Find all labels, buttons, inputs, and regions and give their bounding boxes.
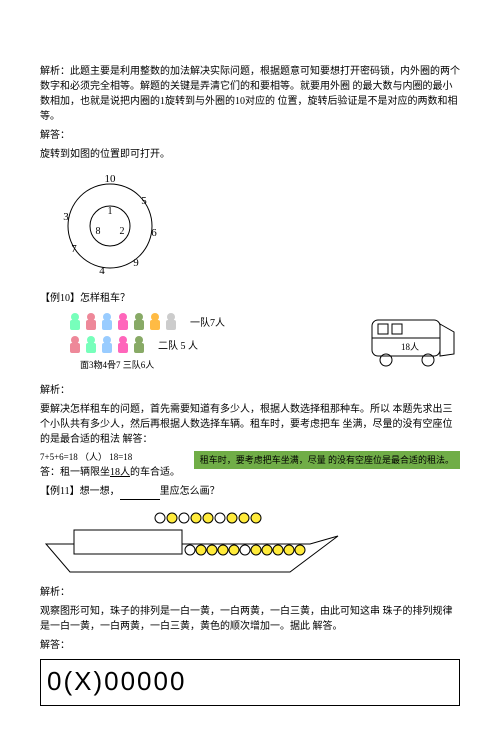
kid-icon <box>100 313 114 333</box>
blank-underline <box>120 484 160 500</box>
example-10-title: 【例10】怎样租车？ <box>40 291 460 306</box>
kid-icon <box>84 336 98 356</box>
calc-text: 7+5+6=18 （人） 18=18 <box>40 451 188 465</box>
bus-figure: 18人 <box>370 314 460 375</box>
conclusion-suffix: 的车合适。 <box>130 467 180 478</box>
team3-label: 面3粅4骨7 三队6人 <box>80 359 366 373</box>
conclusion-line: 答：租一辆限坐18人的车合适。 <box>40 465 188 480</box>
answer-label-1: 解答： <box>40 128 460 143</box>
beads-svg <box>40 504 340 576</box>
dial-n9: 9 <box>133 257 139 269</box>
green-tip: 租车时，要考虑把车坐满，尽量 的没有空座位是最合适的租法。 <box>194 451 460 469</box>
ex11-prefix: 【例11】想一想， <box>40 486 120 497</box>
dial-n4: 4 <box>99 265 105 277</box>
kid-icon <box>84 313 98 333</box>
dial-figure: 10 5 6 9 4 7 3 1 2 8 <box>50 168 460 283</box>
team2-label: 二队 5 人 <box>158 339 198 354</box>
dial-svg: 10 5 6 9 4 7 3 1 2 8 <box>50 168 170 278</box>
team1-line: 一队7人 <box>68 313 366 333</box>
kid-icon <box>68 336 82 356</box>
kid-icon <box>132 336 146 356</box>
dial-n5: 5 <box>141 195 147 207</box>
conclusion-prefix: 答：租一辆限坐 <box>40 467 110 478</box>
kid-icon <box>116 313 130 333</box>
answer-label-2: 解答： <box>40 638 460 653</box>
conclusion-num: 18人 <box>110 467 130 478</box>
rent-row: 一队7人 二队 5 人 面3粅4骨7 三队6人 18人 <box>40 310 460 375</box>
dial-n7: 7 <box>71 243 77 255</box>
dial-n3: 3 <box>63 211 69 223</box>
analysis-3: 观察图形可知，珠子的排列是一白一黄，一白两黄，一白三黄，由此可知这串 珠子的排列… <box>40 604 460 634</box>
kid-icon <box>68 313 82 333</box>
calc-row: 7+5+6=18 （人） 18=18 答：租一辆限坐18人的车合适。 租车时，要… <box>40 451 460 480</box>
analysis-2: 要解决怎样租车的问题，首先需要知道有多少人，根据人数选择租那种车。所以 本题先求… <box>40 402 460 447</box>
dial-i8: 8 <box>96 226 101 237</box>
bus-capacity: 18人 <box>401 342 419 352</box>
example-11-title: 【例11】想一想， 里应怎么画？ <box>40 484 460 500</box>
analysis-1: 解析：此题主要是利用整数的加法解决实际问题，根据题意可知要想打开密码锁，内外圈的… <box>40 64 460 124</box>
dial-n6: 6 <box>151 227 157 239</box>
analysis-3-label: 解析： <box>40 585 460 600</box>
team2-line: 二队 5 人 <box>68 336 366 356</box>
analysis-2-label: 解析： <box>40 383 460 398</box>
team1-label: 一队7人 <box>190 316 225 331</box>
dial-i2: 2 <box>120 226 125 237</box>
bus-svg: 18人 <box>370 314 460 370</box>
kid-icon <box>148 313 162 333</box>
rotate-text: 旋转到如图的位置即可打开。 <box>40 147 460 162</box>
kid-icon <box>164 313 178 333</box>
kid-icon <box>100 336 114 356</box>
kid-icon <box>116 336 130 356</box>
beads-figure <box>40 504 460 581</box>
ex11-suffix: 里应怎么画？ <box>160 486 220 497</box>
dial-i1: 1 <box>108 206 113 217</box>
final-answer-box: 0(X)00000 <box>40 659 460 706</box>
kid-icon <box>132 313 146 333</box>
dial-n10: 10 <box>105 173 117 185</box>
